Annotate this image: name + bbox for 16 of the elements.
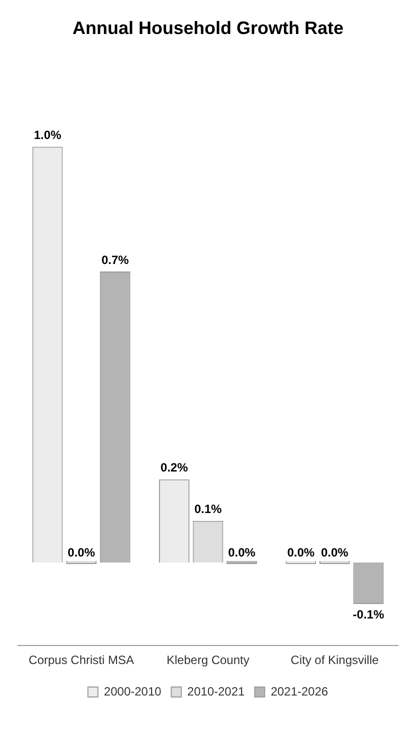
data-label: 0.0% bbox=[228, 545, 256, 560]
data-label: 0.1% bbox=[194, 502, 222, 516]
data-label: -0.1% bbox=[352, 607, 384, 622]
chart-title: Annual Household Growth Rate bbox=[72, 18, 344, 38]
data-label: 0.0% bbox=[287, 545, 315, 560]
legend-label: 2000-2010 bbox=[104, 684, 162, 698]
legend-label: 2021-2026 bbox=[270, 684, 328, 698]
data-label: 0.7% bbox=[101, 252, 130, 267]
data-label: 0.0% bbox=[68, 545, 96, 560]
data-label: 1.0% bbox=[34, 128, 62, 142]
data-label: 0.0% bbox=[320, 545, 349, 560]
x-tick-label: City of Kingsville bbox=[290, 653, 380, 668]
x-tick-label: Corpus Christi MSA bbox=[28, 653, 134, 668]
data-label: 0.2% bbox=[160, 460, 188, 475]
x-tick-label: Kleberg County bbox=[166, 653, 250, 668]
legend-label: 2010-2021 bbox=[187, 684, 246, 698]
